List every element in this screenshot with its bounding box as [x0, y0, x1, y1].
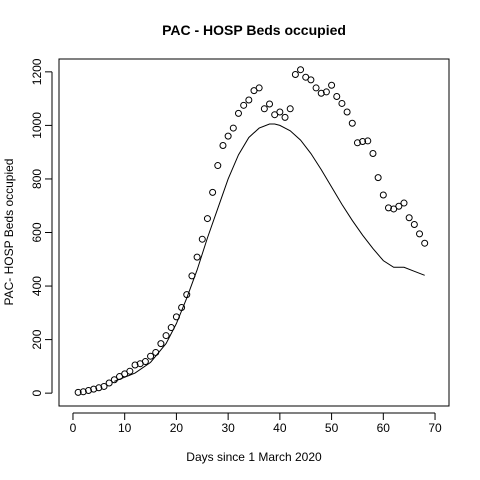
data-point: [266, 100, 274, 108]
x-tick-label: 70: [428, 421, 442, 435]
data-point: [240, 101, 248, 109]
data-point: [209, 188, 217, 196]
y-axis: 0 200 400 600 800 1000 1200: [30, 58, 53, 396]
data-point: [353, 139, 361, 147]
data-point: [405, 214, 413, 222]
y-tick-label: 1200: [30, 58, 44, 85]
y-tick-label: 800: [30, 169, 44, 189]
data-point: [333, 92, 341, 100]
x-tick-label: 50: [325, 421, 339, 435]
data-point: [348, 119, 356, 127]
y-axis-label: PAC- HOSP Beds occupied: [2, 159, 16, 306]
x-tick-label: 0: [70, 421, 77, 435]
data-point: [374, 174, 382, 182]
data-point: [74, 388, 82, 396]
data-point: [421, 239, 429, 247]
fitted-line: [114, 123, 425, 382]
data-point: [219, 141, 227, 149]
data-point: [343, 108, 351, 116]
x-tick-label: 40: [273, 421, 287, 435]
data-point: [84, 386, 92, 394]
data-point: [312, 84, 320, 92]
data-point: [214, 162, 222, 170]
data-point: [317, 89, 325, 97]
data-point: [364, 137, 372, 145]
data-point: [384, 204, 392, 212]
data-point: [338, 99, 346, 107]
data-point: [234, 109, 242, 117]
data-point: [147, 352, 155, 360]
x-tick-label: 10: [118, 421, 132, 435]
x-axis-label: Days since 1 March 2020: [186, 450, 322, 464]
x-tick-label: 60: [377, 421, 391, 435]
data-point: [193, 253, 201, 261]
data-point: [400, 199, 408, 207]
data-point: [131, 361, 139, 369]
data-point: [359, 137, 367, 145]
data-point: [224, 132, 232, 140]
data-point: [286, 105, 294, 113]
data-point: [95, 384, 103, 392]
data-point: [307, 76, 315, 84]
chart-title: PAC - HOSP Beds occupied: [162, 22, 346, 38]
data-point: [245, 96, 253, 104]
data-point: [255, 84, 263, 92]
data-point: [297, 66, 305, 74]
y-tick-label: 400: [30, 276, 44, 296]
data-point: [126, 367, 134, 375]
data-point: [322, 88, 330, 96]
data-point: [229, 124, 237, 132]
x-tick-label: 30: [221, 421, 235, 435]
data-point: [369, 150, 377, 158]
data-point: [90, 385, 98, 393]
data-point: [198, 235, 206, 243]
data-point: [100, 382, 108, 390]
data-point: [260, 105, 268, 113]
data-point: [79, 388, 87, 396]
data-point: [162, 332, 170, 340]
series-layer: [74, 66, 429, 396]
data-point: [328, 81, 336, 89]
y-tick-label: 600: [30, 222, 44, 242]
data-point: [276, 108, 284, 116]
y-tick-label: 200: [30, 329, 44, 349]
data-point: [203, 215, 211, 223]
data-point: [105, 379, 113, 387]
y-tick-label: 0: [30, 389, 44, 396]
data-point: [410, 220, 418, 228]
plot-frame: [58, 58, 450, 407]
data-point: [281, 113, 289, 121]
x-tick-label: 20: [170, 421, 184, 435]
data-point: [291, 71, 299, 79]
x-axis: 0 10 20 30 40 50 60 70: [70, 412, 442, 435]
data-point: [157, 340, 165, 348]
y-tick-label: 1000: [30, 112, 44, 139]
data-point: [379, 191, 387, 199]
data-point: [141, 358, 149, 366]
data-point: [395, 202, 403, 210]
data-point: [416, 230, 424, 238]
